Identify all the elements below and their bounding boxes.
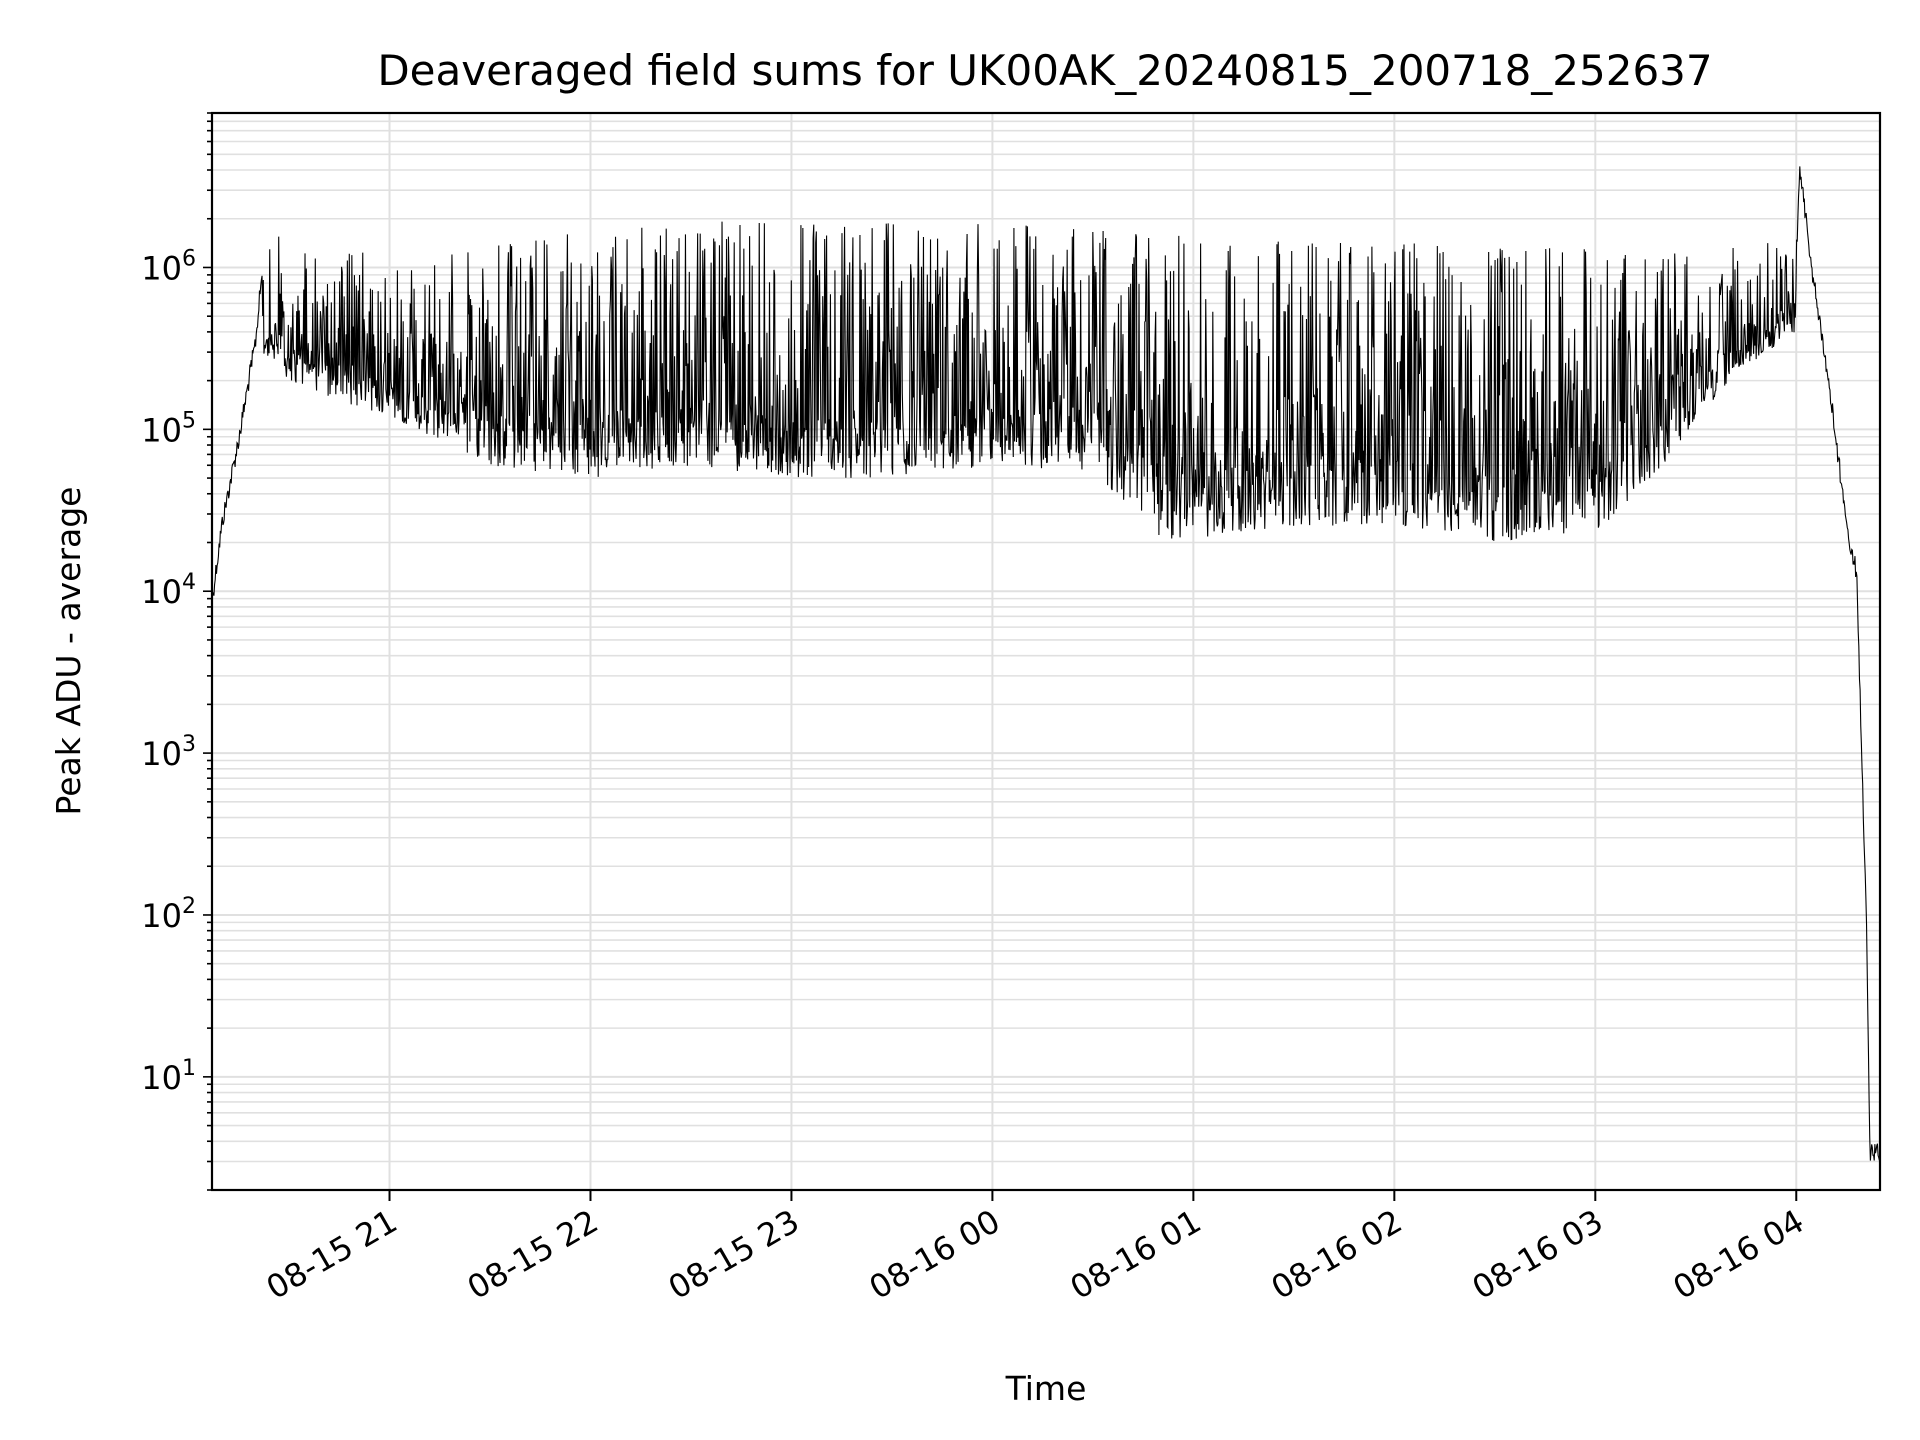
y-tick-label: 102 [141, 894, 196, 935]
chart-title: Deaveraged field sums for UK00AK_2024081… [377, 46, 1712, 95]
y-axis: 101 102 103 104 105 106 [141, 112, 212, 1191]
y-tick-label: 104 [141, 570, 196, 611]
plot-area [211, 166, 1881, 1161]
y-tick-label: 106 [141, 246, 196, 287]
plot-frame [210, 111, 1882, 1192]
x-axis-label: Time [1005, 1369, 1087, 1408]
y-axis-label: Peak ADU - average [49, 487, 88, 816]
series-line [211, 166, 1881, 1161]
y-tick-label: 105 [141, 408, 196, 449]
y-tick-label: 101 [141, 1056, 196, 1097]
y-tick-label: 103 [141, 732, 196, 773]
grid [212, 112, 1880, 1191]
